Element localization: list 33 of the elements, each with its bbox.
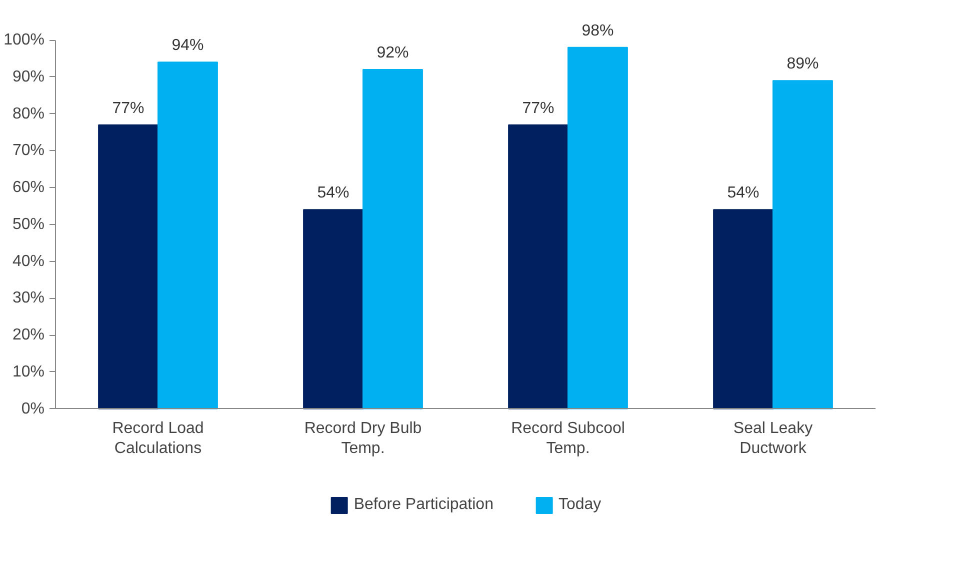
y-tick-label: 60%: [12, 179, 45, 196]
x-tick-label: Record Subcool Temp.: [511, 420, 625, 458]
y-tick-label: 10%: [12, 363, 45, 380]
bar: [713, 209, 774, 410]
y-tick-label: 70%: [12, 142, 45, 160]
bar: [98, 124, 158, 410]
bar: [772, 80, 833, 410]
y-tick-label: 90%: [12, 68, 45, 86]
text: 77%: [522, 100, 554, 117]
y-tick-label: 0%: [21, 400, 44, 418]
text: 77%: [112, 100, 144, 117]
text: 89%: [786, 56, 819, 73]
legend-label: Today: [558, 496, 602, 514]
bar: [303, 209, 364, 410]
legend-label: Before Participation: [354, 496, 494, 514]
bar: [508, 124, 568, 410]
text: 54%: [317, 184, 350, 202]
y-tick-label: 100%: [4, 32, 44, 49]
y-tick-label: 50%: [12, 216, 45, 233]
x-tick-label: Record Dry Bulb Temp.: [304, 420, 422, 458]
x-tick-label: Record Load Calculations: [112, 420, 204, 458]
text: 98%: [582, 22, 614, 40]
y-tick-label: 80%: [12, 105, 45, 122]
bar: [362, 69, 423, 410]
text: 92%: [376, 44, 409, 62]
y-tick-label: 30%: [12, 290, 45, 307]
bar: [568, 46, 628, 410]
text: 94%: [172, 37, 204, 54]
y-tick-label: 20%: [12, 326, 45, 344]
x-tick-label: Seal Leaky Ductwork: [733, 420, 813, 458]
y-tick-label: 40%: [12, 252, 45, 270]
bar: [158, 62, 218, 410]
text: 54%: [727, 184, 760, 202]
